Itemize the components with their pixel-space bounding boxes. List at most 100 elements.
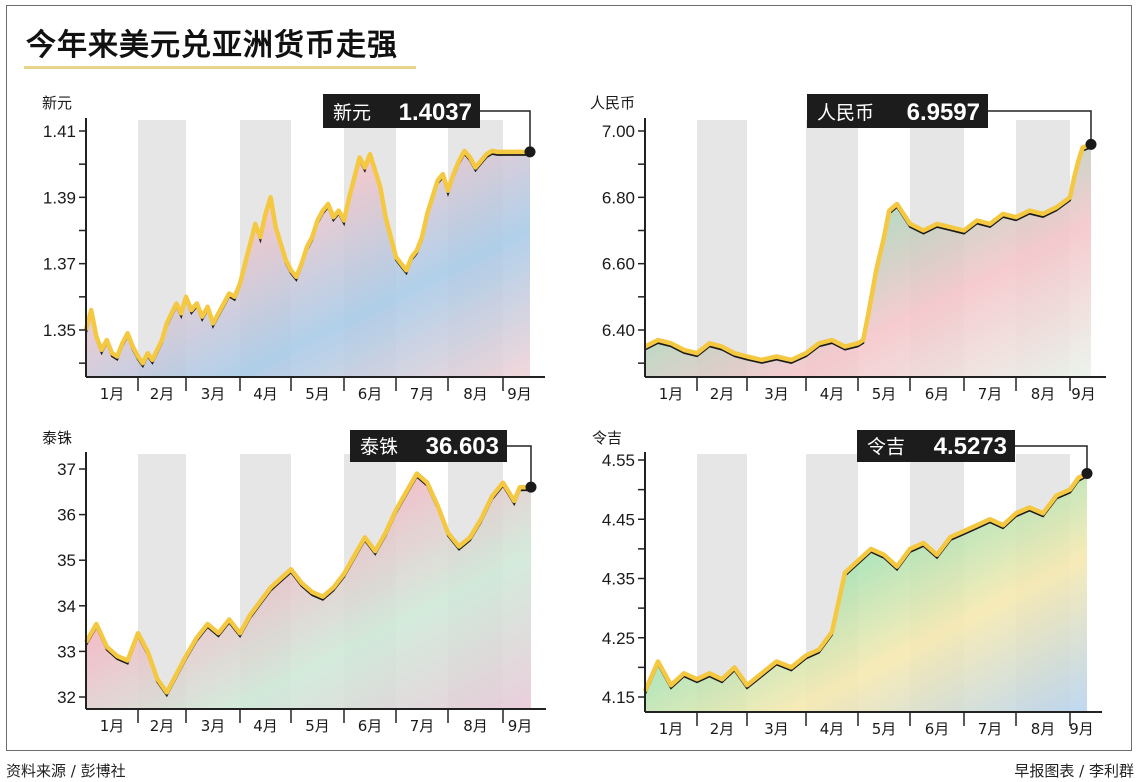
month-label: 7月 [978,385,1003,403]
month-label: 4月 [253,385,278,403]
last-value-dot [524,146,536,158]
month-label: 5月 [872,385,897,403]
month-label: 9月 [507,385,532,403]
panel-sgd: 1.35 1.37 1.39 1.41 1月 2月 3月 4月 5月 6月 7月 8月 9月 新元 新元 1.… [0,0,570,420]
month-label: 8月 [1031,720,1056,738]
callout-label: 泰铢 [360,436,398,458]
page-title: 今年来美元兑亚洲货币走强 [26,28,398,63]
month-label: 1月 [100,385,125,403]
rate-line [84,471,532,695]
banknote-fill [86,477,531,709]
month-label: 2月 [710,720,735,738]
month-label: 4月 [253,717,278,735]
y-tick-label: 32 [57,688,76,707]
unit-label: 新元 [42,94,72,112]
y-tick-label: 6.80 [602,188,635,207]
month-label: 3月 [764,385,789,403]
month-band [806,120,858,377]
callout-value: 36.603 [426,433,499,460]
unit-label: 人民币 [590,94,635,112]
month-label: 7月 [978,720,1003,738]
month-band [697,454,747,712]
callout-connector [507,445,532,488]
month-label: 2月 [150,717,175,735]
month-label: 1月 [659,720,684,738]
month-label: 6月 [925,720,950,738]
cny-line-chart: 6.40 6.60 6.80 7.00 1月 2月 3月 4月 5月 6月 7月 8月 9月 人民币 人民币… [590,94,1106,403]
y-tick-label: 4.45 [602,510,635,529]
panel-cny: 6.40 6.60 6.80 7.00 1月 2月 3月 4月 5月 6月 7月 8月 9月 人民币 人民币… [590,94,1106,403]
unit-label: 泰铢 [42,429,72,447]
callout-value: 1.4037 [399,99,472,126]
month-label: 6月 [358,385,383,403]
month-label: 1月 [100,717,125,735]
rate-line [642,471,1089,693]
banknote-fill [645,477,1087,712]
month-label: 5月 [872,720,897,738]
month-label: 9月 [508,717,533,735]
month-label: 4月 [820,720,845,738]
value-callout [857,430,1015,462]
month-label: 4月 [820,385,845,403]
month-label: 5月 [305,385,330,403]
rate-line [83,148,530,366]
y-tick-label: 6.40 [602,321,635,340]
source-credit: 资料来源 / 彭博社 [6,762,126,780]
unit-label: 令吉 [592,429,622,447]
y-tick-label: 35 [57,551,76,570]
y-tick-label: 4.25 [602,629,635,648]
month-label: 8月 [463,385,488,403]
callout-connector [1015,445,1088,474]
callout-connector [988,110,1092,145]
month-label: 2月 [150,385,175,403]
y-tick-label: 6.60 [602,255,635,274]
last-value-dot [525,481,537,493]
y-tick-label: 4.15 [602,688,635,707]
panel-thb: 32 33 34 35 36 37 1月 2月 3月 4月 5月 6月 7月 8月 9月 泰铢 泰铢 36.603 [0,0,570,760]
thb-line-chart: 32 33 34 35 36 37 1月 2月 3月 4月 5月 6月 7月 8月 9月 泰铢 泰铢 36.603 [42,429,546,735]
month-label: 3月 [201,717,226,735]
y-tick-label: 4.35 [602,570,635,589]
line-shadow [644,475,1088,695]
month-label: 6月 [925,385,950,403]
banknote-fill [86,154,530,377]
callout-label: 人民币 [817,102,874,124]
callout-value: 6.9597 [907,99,980,126]
month-label: 3月 [201,385,226,403]
y-tick-label: 1.37 [43,255,76,274]
value-callout [807,94,988,128]
month-label: 5月 [305,717,330,735]
callout-connector [480,110,531,152]
panel-myr: 4.15 4.25 4.35 4.45 4.55 1月 2月 3月 4月 5月 6月 7月 8月 9月 令吉… [592,429,1102,738]
month-label: 8月 [463,717,488,735]
month-band [697,120,747,377]
month-label: 3月 [764,720,789,738]
month-label: 2月 [710,385,735,403]
graphic-credit: 早报图表 / 李利群 [1014,762,1134,780]
y-tick-label: 7.00 [602,122,635,141]
y-tick-label: 1.41 [43,122,76,141]
month-label: 6月 [358,717,383,735]
title-underline [24,66,416,69]
rate-line [643,142,1092,363]
y-tick-label: 37 [57,460,76,479]
month-label: 7月 [410,717,435,735]
myr-line-chart: 4.15 4.25 4.35 4.45 4.55 1月 2月 3月 4月 5月 6月 7月 8月 9月 令吉… [592,429,1102,738]
banknote-fill [645,148,1091,377]
callout-label: 新元 [333,102,371,124]
y-tick-label: 33 [57,642,76,661]
month-label: 1月 [659,385,684,403]
month-label: 9月 [1069,720,1094,738]
callout-label: 令吉 [867,436,905,458]
callout-value: 4.5273 [934,433,1007,460]
last-value-dot [1085,138,1097,150]
month-label: 8月 [1031,385,1056,403]
value-callout [323,94,480,128]
y-tick-label: 1.39 [43,188,76,207]
y-tick-label: 34 [57,597,76,616]
last-value-dot [1081,467,1093,479]
month-label: 9月 [1071,385,1096,403]
y-tick-label: 1.35 [43,321,76,340]
month-label: 7月 [410,385,435,403]
sgd-line-chart: 1.35 1.37 1.39 1.41 1月 2月 3月 4月 5月 6月 7月 8月 9月 新元 新元 1.… [42,94,545,403]
